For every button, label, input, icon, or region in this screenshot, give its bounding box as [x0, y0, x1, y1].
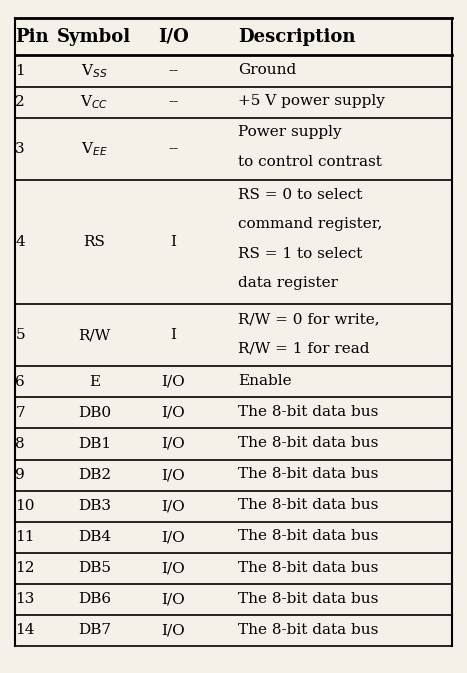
- Text: I/O: I/O: [161, 592, 185, 606]
- Text: The 8-bit data bus: The 8-bit data bus: [238, 405, 379, 419]
- Text: --: --: [168, 64, 178, 78]
- Text: I/O: I/O: [161, 375, 185, 389]
- Text: Symbol: Symbol: [57, 28, 131, 46]
- Text: RS = 1 to select: RS = 1 to select: [238, 246, 362, 260]
- Text: 2: 2: [15, 95, 25, 109]
- Text: data register: data register: [238, 276, 338, 290]
- Text: 9: 9: [15, 468, 25, 482]
- Text: I/O: I/O: [161, 437, 185, 451]
- Text: I/O: I/O: [161, 499, 185, 513]
- Text: 3: 3: [15, 142, 25, 155]
- Text: Pin: Pin: [15, 28, 49, 46]
- Text: DB6: DB6: [78, 592, 111, 606]
- Text: 10: 10: [15, 499, 35, 513]
- Text: Power supply: Power supply: [238, 125, 342, 139]
- Text: 6: 6: [15, 375, 25, 389]
- Text: DB4: DB4: [78, 530, 111, 544]
- Text: V$_{CC}$: V$_{CC}$: [80, 94, 108, 111]
- Text: R/W = 0 for write,: R/W = 0 for write,: [238, 312, 380, 326]
- Text: 14: 14: [15, 623, 35, 637]
- Text: The 8-bit data bus: The 8-bit data bus: [238, 467, 379, 481]
- Text: 13: 13: [15, 592, 35, 606]
- Text: 7: 7: [15, 406, 25, 420]
- Text: The 8-bit data bus: The 8-bit data bus: [238, 561, 379, 575]
- Text: The 8-bit data bus: The 8-bit data bus: [238, 592, 379, 606]
- Text: +5 V power supply: +5 V power supply: [238, 94, 385, 108]
- Text: E: E: [89, 375, 100, 389]
- Text: R/W = 1 for read: R/W = 1 for read: [238, 341, 370, 355]
- Text: DB2: DB2: [78, 468, 111, 482]
- Text: I: I: [170, 235, 176, 249]
- Text: I: I: [170, 328, 176, 342]
- Text: R/W: R/W: [78, 328, 110, 342]
- Text: I/O: I/O: [158, 28, 189, 46]
- Text: 5: 5: [15, 328, 25, 342]
- Text: The 8-bit data bus: The 8-bit data bus: [238, 436, 379, 450]
- Text: 8: 8: [15, 437, 25, 451]
- Text: DB0: DB0: [78, 406, 111, 420]
- Text: --: --: [168, 95, 178, 109]
- Text: --: --: [168, 142, 178, 155]
- Text: 4: 4: [15, 235, 25, 249]
- Text: RS = 0 to select: RS = 0 to select: [238, 188, 362, 201]
- Text: DB3: DB3: [78, 499, 111, 513]
- Text: 12: 12: [15, 561, 35, 575]
- Text: V$_{EE}$: V$_{EE}$: [81, 140, 107, 157]
- Text: DB7: DB7: [78, 623, 111, 637]
- Text: I/O: I/O: [161, 623, 185, 637]
- Text: Enable: Enable: [238, 374, 292, 388]
- Text: The 8-bit data bus: The 8-bit data bus: [238, 499, 379, 512]
- Text: I/O: I/O: [161, 406, 185, 420]
- Text: 1: 1: [15, 64, 25, 78]
- Text: DB1: DB1: [78, 437, 111, 451]
- Text: to control contrast: to control contrast: [238, 155, 382, 169]
- Text: V$_{SS}$: V$_{SS}$: [81, 62, 107, 80]
- Text: Ground: Ground: [238, 63, 297, 77]
- Text: command register,: command register,: [238, 217, 382, 231]
- Text: I/O: I/O: [161, 561, 185, 575]
- Text: 11: 11: [15, 530, 35, 544]
- Text: RS: RS: [83, 235, 105, 249]
- Text: Description: Description: [238, 28, 356, 46]
- Text: The 8-bit data bus: The 8-bit data bus: [238, 530, 379, 544]
- Text: The 8-bit data bus: The 8-bit data bus: [238, 623, 379, 637]
- Text: I/O: I/O: [161, 468, 185, 482]
- Text: DB5: DB5: [78, 561, 111, 575]
- Text: I/O: I/O: [161, 530, 185, 544]
